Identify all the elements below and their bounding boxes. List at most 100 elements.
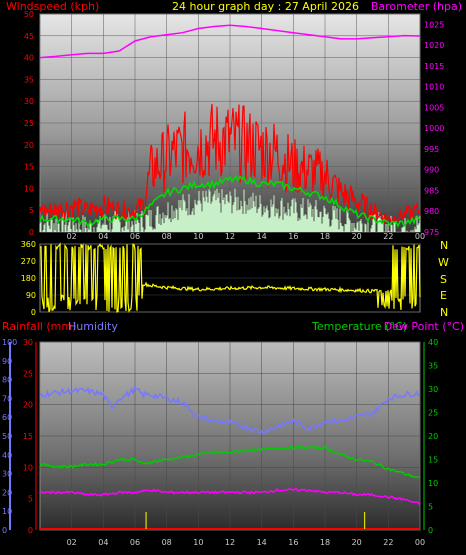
temperature-series-line [39,445,420,479]
top-time-tick-label: 06 [130,232,140,241]
windspeed-tick-label: 20 [24,141,34,150]
humidity-ticks: 0 10 20 30 40 50 60 70 80 90 100 [2,338,17,535]
compass-n-top: N [440,239,448,252]
rainfall-tick-label: 15 [23,432,33,441]
temperature-tick-label: 30 [428,385,438,394]
rainfall-tick-label: 0 [28,526,33,535]
dewpoint-axis-title: Dew Point (°C) [384,320,464,333]
direction-tick-label: 0 [31,308,36,317]
bottom-time-tick-label: 00 [415,538,425,547]
barometer-series-line [39,24,421,59]
humidity-tick-label: 40 [2,451,12,460]
barometer-tick-label: 1015 [424,62,444,71]
humidity-tick-label: 90 [2,357,12,366]
barometer-tick-label: 1020 [424,41,444,50]
rainfall-tick-label: 5 [28,495,33,504]
rainfall-tick-label: 20 [23,401,33,410]
bottom-time-tick-label: 04 [98,538,108,547]
direction-tick-label: 360 [21,240,36,249]
bottom-time-tick-label: 20 [352,538,362,547]
temperature-tick-label: 5 [428,503,433,512]
temperature-tick-label: 15 [428,456,438,465]
page-title: 24 hour graph day : 27 April 2026 [172,0,359,13]
top-time-tick-label: 00 [415,232,425,241]
rainfall-tick-label: 10 [23,463,33,472]
bottom-time-ticks: 02 04 06 08 10 12 14 16 18 20 22 00 [67,538,426,547]
windspeed-tick-label: 50 [24,10,34,19]
bottom-time-tick-label: 16 [288,538,298,547]
bottom-time-tick-label: 08 [162,538,172,547]
humidity-tick-label: 100 [2,338,17,347]
windspeed-bars [39,188,421,232]
humidity-axis-title: Humidity [68,320,118,333]
barometer-tick-label: 1000 [424,124,444,133]
barometer-tick-label: 1010 [424,83,444,92]
humidity-tick-label: 30 [2,470,12,479]
bottom-time-tick-label: 12 [225,538,235,547]
bottom-time-tick-label: 14 [257,538,267,547]
windspeed-ticks: 0 5 10 15 20 25 30 35 40 45 50 [24,10,34,237]
rainfall-ticks: 0 5 10 15 20 25 30 [23,338,33,535]
temperature-ticks: 0 5 10 15 20 25 30 35 40 [428,338,438,535]
barometer-tick-label: 990 [424,166,439,175]
humidity-tick-label: 20 [2,488,12,497]
temperature-tick-label: 25 [428,409,438,418]
compass-e: E [440,289,447,302]
rainfall-tick-label: 25 [23,369,33,378]
windspeed-tick-label: 15 [24,163,34,172]
windspeed-tick-label: 25 [24,119,34,128]
direction-series-line [39,242,421,313]
humidity-tick-label: 60 [2,413,12,422]
top-time-tick-label: 16 [288,232,298,241]
barometer-tick-label: 995 [424,145,439,154]
top-time-tick-label: 10 [193,232,203,241]
windspeed-tick-label: 0 [29,228,34,237]
bottom-time-tick-label: 10 [193,538,203,547]
temp-hum-series [39,385,421,530]
direction-tick-label: 270 [21,257,36,266]
average-wind-series-line [39,174,421,229]
humidity-series-line [39,385,420,435]
compass-n-bottom: N [440,306,448,319]
windspeed-tick-label: 30 [24,97,34,106]
compass-s: S [440,273,447,286]
direction-tick-label: 180 [21,274,36,283]
windspeed-tick-label: 45 [24,32,34,41]
humidity-tick-label: 10 [2,507,12,516]
bottom-time-tick-label: 18 [320,538,330,547]
top-time-tick-label: 18 [320,232,330,241]
direction-tick-label: 90 [26,291,36,300]
humidity-tick-label: 0 [2,526,7,535]
bottom-time-tick-label: 02 [67,538,77,547]
barometer-tick-label: 980 [424,207,439,216]
wind-baro-series [39,24,421,232]
rainfall-axis-title: Rainfall (mm) [2,320,76,333]
bottom-time-tick-label: 22 [383,538,393,547]
top-time-tick-label: 04 [98,232,108,241]
humidity-tick-label: 70 [2,394,12,403]
temperature-tick-label: 35 [428,362,438,371]
barometer-tick-label: 975 [424,228,439,237]
gust-series-line [39,103,421,225]
barometer-axis-title: Barometer (hpa) [371,0,462,13]
humidity-tick-label: 80 [2,376,12,385]
barometer-ticks: 975 980 985 990 995 1000 1005 1010 1015 1020 1025 [424,20,444,237]
bottom-time-tick-label: 06 [130,538,140,547]
windspeed-tick-label: 5 [29,206,34,215]
temperature-tick-label: 20 [428,432,438,441]
temperature-axis-title: Temperature (°C) [311,320,407,333]
windspeed-tick-label: 35 [24,75,34,84]
dewpoint-series-line [39,487,421,505]
top-time-tick-label: 14 [257,232,267,241]
barometer-tick-label: 1025 [424,20,444,29]
temperature-tick-label: 10 [428,479,438,488]
top-time-tick-label: 22 [383,232,393,241]
temperature-tick-label: 40 [428,338,438,347]
humidity-tick-label: 50 [2,432,12,441]
compass-w: W [438,256,449,269]
windspeed-tick-label: 40 [24,54,34,63]
compass-labels: N W S E N [438,239,449,319]
windspeed-axis-title: Windspeed (kph) [6,0,99,13]
direction-grid [40,243,420,313]
